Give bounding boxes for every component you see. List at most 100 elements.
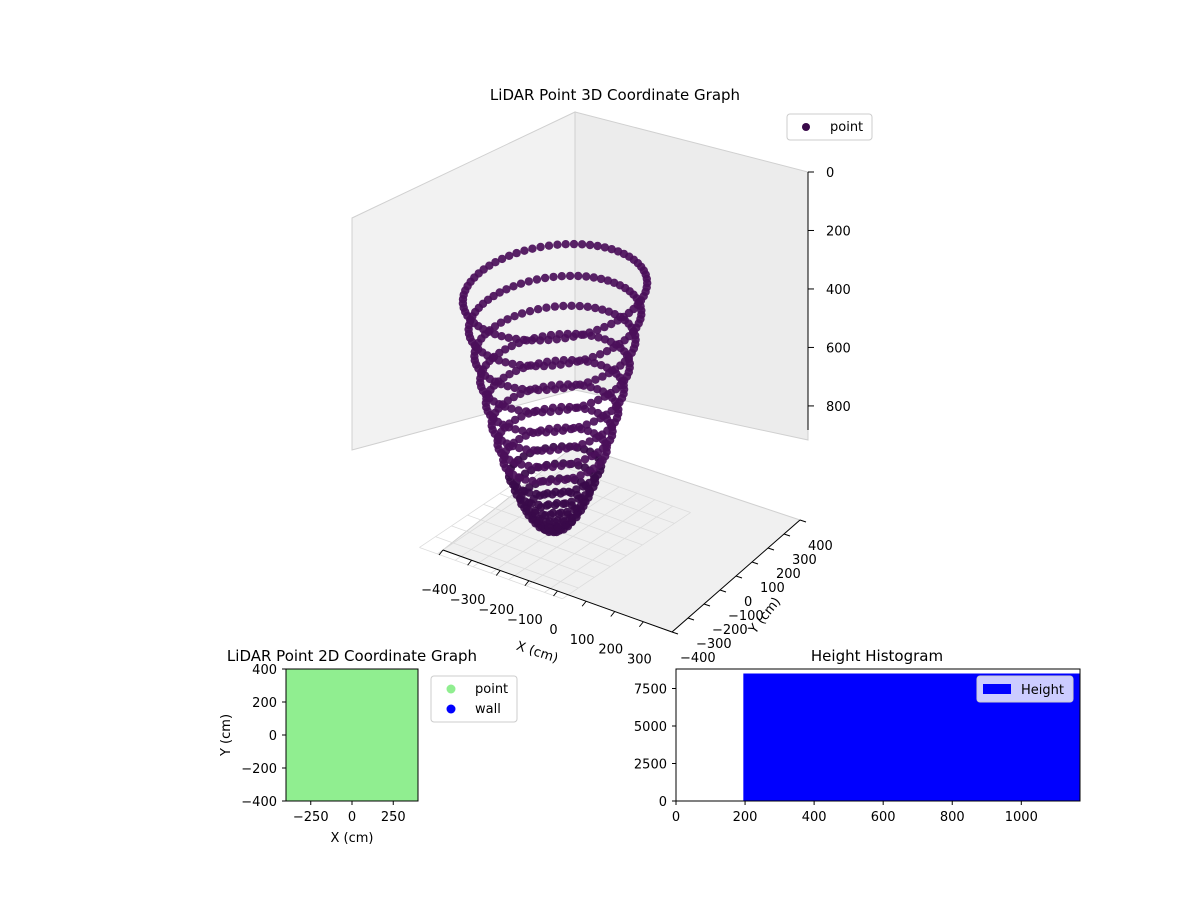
- data-point: [575, 380, 585, 389]
- data-point: [526, 385, 535, 394]
- data-point: [589, 417, 599, 426]
- hist-frame: [675, 668, 1081, 802]
- data-point: [579, 401, 588, 410]
- data-point: [546, 510, 555, 519]
- data-point: [586, 398, 596, 408]
- data-point: [548, 462, 557, 472]
- x-tick-label: 400: [802, 810, 827, 825]
- data-point: [497, 254, 507, 264]
- data-point: [561, 240, 570, 249]
- y-tick-label: −200: [712, 623, 748, 638]
- data-point: [585, 478, 594, 488]
- data-point: [580, 491, 590, 500]
- data-point: [594, 333, 603, 342]
- data-point: [550, 302, 560, 311]
- y-ticks-hist: 0 2500 5000 7500: [634, 683, 676, 810]
- data-point: [589, 464, 598, 473]
- legend-3d-box: [786, 113, 873, 141]
- x-tick-label: 100: [570, 633, 595, 648]
- data-point: [609, 343, 618, 352]
- x-tick-label: −200: [478, 603, 514, 618]
- data-point: [501, 358, 510, 367]
- data-point: [574, 271, 583, 281]
- data-point: [589, 273, 598, 282]
- data-point: [593, 241, 602, 251]
- legend-hist-label: Height: [1021, 683, 1064, 698]
- x-tick-label: −400: [421, 583, 457, 598]
- data-point: [559, 384, 568, 393]
- data-point: [491, 258, 500, 267]
- data-point: [502, 285, 511, 294]
- data-point: [585, 240, 595, 250]
- y-tick-mark: [783, 533, 791, 537]
- data-point: [514, 473, 523, 482]
- data-point: [523, 361, 532, 370]
- data-point: [554, 445, 563, 454]
- data-point: [508, 359, 517, 369]
- data-point: [567, 497, 576, 506]
- x-tick-label: 0: [549, 623, 557, 638]
- data-point: [596, 414, 605, 423]
- data-point: [600, 322, 609, 332]
- data-point: [522, 445, 531, 454]
- data-point: [604, 369, 614, 378]
- data-point: [591, 375, 600, 384]
- y-tick-label: 200: [252, 696, 277, 711]
- data-point: [577, 240, 587, 249]
- y-tick-label: 0: [744, 595, 752, 610]
- pane-left: [351, 111, 576, 451]
- data-point: [539, 490, 549, 499]
- chart-3d-title: LiDAR Point 3D Coordinate Graph: [490, 86, 740, 104]
- y-tick-mark: [751, 561, 759, 565]
- y-tick-label: 0: [659, 795, 667, 810]
- data-point: [556, 489, 565, 498]
- z-tick-label: 200: [826, 224, 851, 239]
- data-point: [518, 384, 527, 394]
- data-point: [552, 335, 561, 344]
- data-point: [534, 500, 543, 510]
- data-point: [567, 382, 577, 391]
- x-tick-label: 200: [598, 643, 623, 658]
- y-tick-label: 200: [776, 567, 801, 582]
- data-point: [511, 334, 521, 344]
- data-point: [549, 272, 558, 282]
- data-point: [579, 482, 588, 491]
- y-tick-label: −100: [728, 609, 764, 624]
- z-tick-label: 600: [826, 341, 851, 356]
- y-tick-mark: [687, 617, 695, 621]
- data-point: [607, 319, 616, 329]
- scatter-2d-points: [286, 669, 418, 801]
- data-point: [533, 428, 543, 437]
- data-point: [582, 272, 591, 281]
- x-tick-label: 200: [733, 810, 758, 825]
- x-tick-label: 250: [381, 810, 406, 825]
- y-tick-label: 7500: [634, 683, 667, 698]
- legend-2d-wall-label: wall: [475, 702, 501, 717]
- y-tick-mark: [703, 603, 711, 607]
- data-point: [544, 241, 554, 250]
- data-point: [585, 437, 594, 446]
- data-point: [508, 441, 517, 451]
- data-point: [578, 440, 587, 449]
- data-point: [517, 460, 526, 469]
- data-point: [550, 427, 559, 436]
- data-point: [569, 332, 578, 341]
- legend-3d-marker: [802, 123, 810, 131]
- y-tick-mark: [767, 547, 775, 551]
- data-point: [507, 341, 516, 351]
- data-point: [573, 457, 582, 467]
- y-tick-mark: [735, 575, 743, 579]
- y-tick-label: 2500: [634, 758, 667, 773]
- data-point: [566, 424, 576, 434]
- data-point: [509, 282, 518, 291]
- data-point: [529, 407, 539, 417]
- data-point: [535, 336, 545, 345]
- y-tick-mark: [799, 519, 807, 523]
- legend-3d: point: [786, 113, 873, 141]
- data-point: [559, 499, 568, 509]
- data-point: [540, 273, 550, 283]
- data-point: [504, 423, 513, 432]
- data-point: [554, 509, 564, 518]
- data-point: [527, 499, 536, 508]
